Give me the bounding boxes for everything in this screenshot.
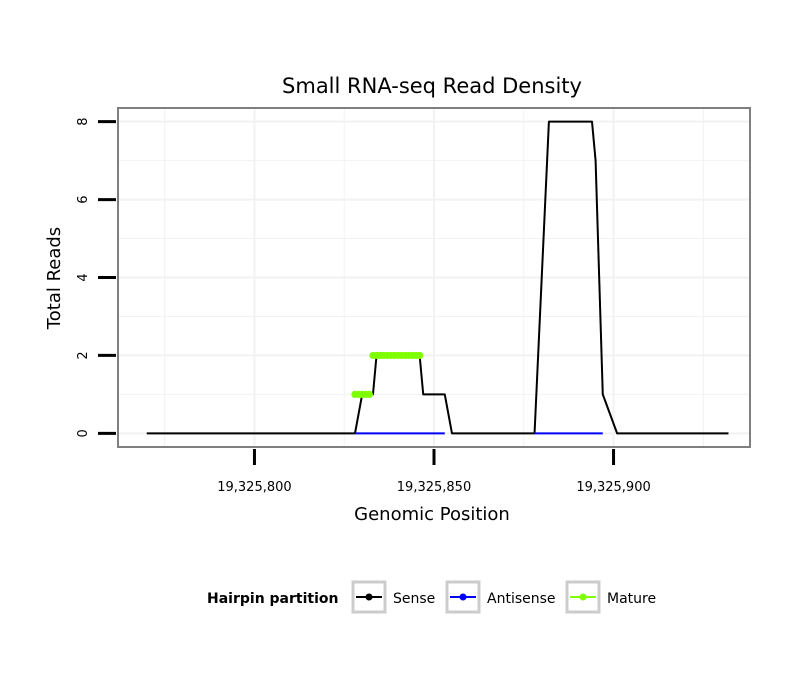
y-tick-label: 6	[76, 195, 91, 203]
y-axis: 0 2 4 6 8	[76, 117, 116, 438]
series-point-mature	[365, 390, 373, 398]
series-line-sense	[146, 120, 729, 435]
legend-point-mature	[579, 593, 587, 601]
legend-label-sense: Sense	[393, 591, 435, 607]
y-tick-label: 8	[76, 117, 91, 125]
legend: Hairpin partition Sense Antisense Mature	[207, 580, 656, 614]
series-point-mature	[416, 351, 424, 360]
chart-title: Small RNA-seq Read Density	[282, 74, 582, 98]
legend-title: Hairpin partition	[207, 591, 338, 607]
legend-point-antisense	[459, 593, 467, 601]
x-tick-label: 19,325,900	[576, 480, 650, 495]
y-axis-title: Total Reads	[44, 227, 65, 330]
legend-label-mature: Mature	[607, 591, 656, 607]
y-tick-label: 4	[76, 273, 91, 281]
grid-lines	[118, 108, 750, 447]
y-tick-label: 2	[76, 351, 91, 359]
y-tick-label: 0	[76, 429, 91, 437]
legend-label-antisense: Antisense	[487, 591, 556, 607]
x-tick-label: 19,325,800	[217, 480, 291, 495]
x-tick-label: 19,325,850	[397, 480, 471, 495]
series-layer	[146, 120, 729, 435]
legend-point-sense	[365, 593, 373, 601]
x-axis-title: Genomic Position	[354, 504, 510, 525]
plot-panel-border	[117, 107, 751, 448]
x-axis: 19,325,800 19,325,850 19,325,900	[217, 449, 651, 495]
